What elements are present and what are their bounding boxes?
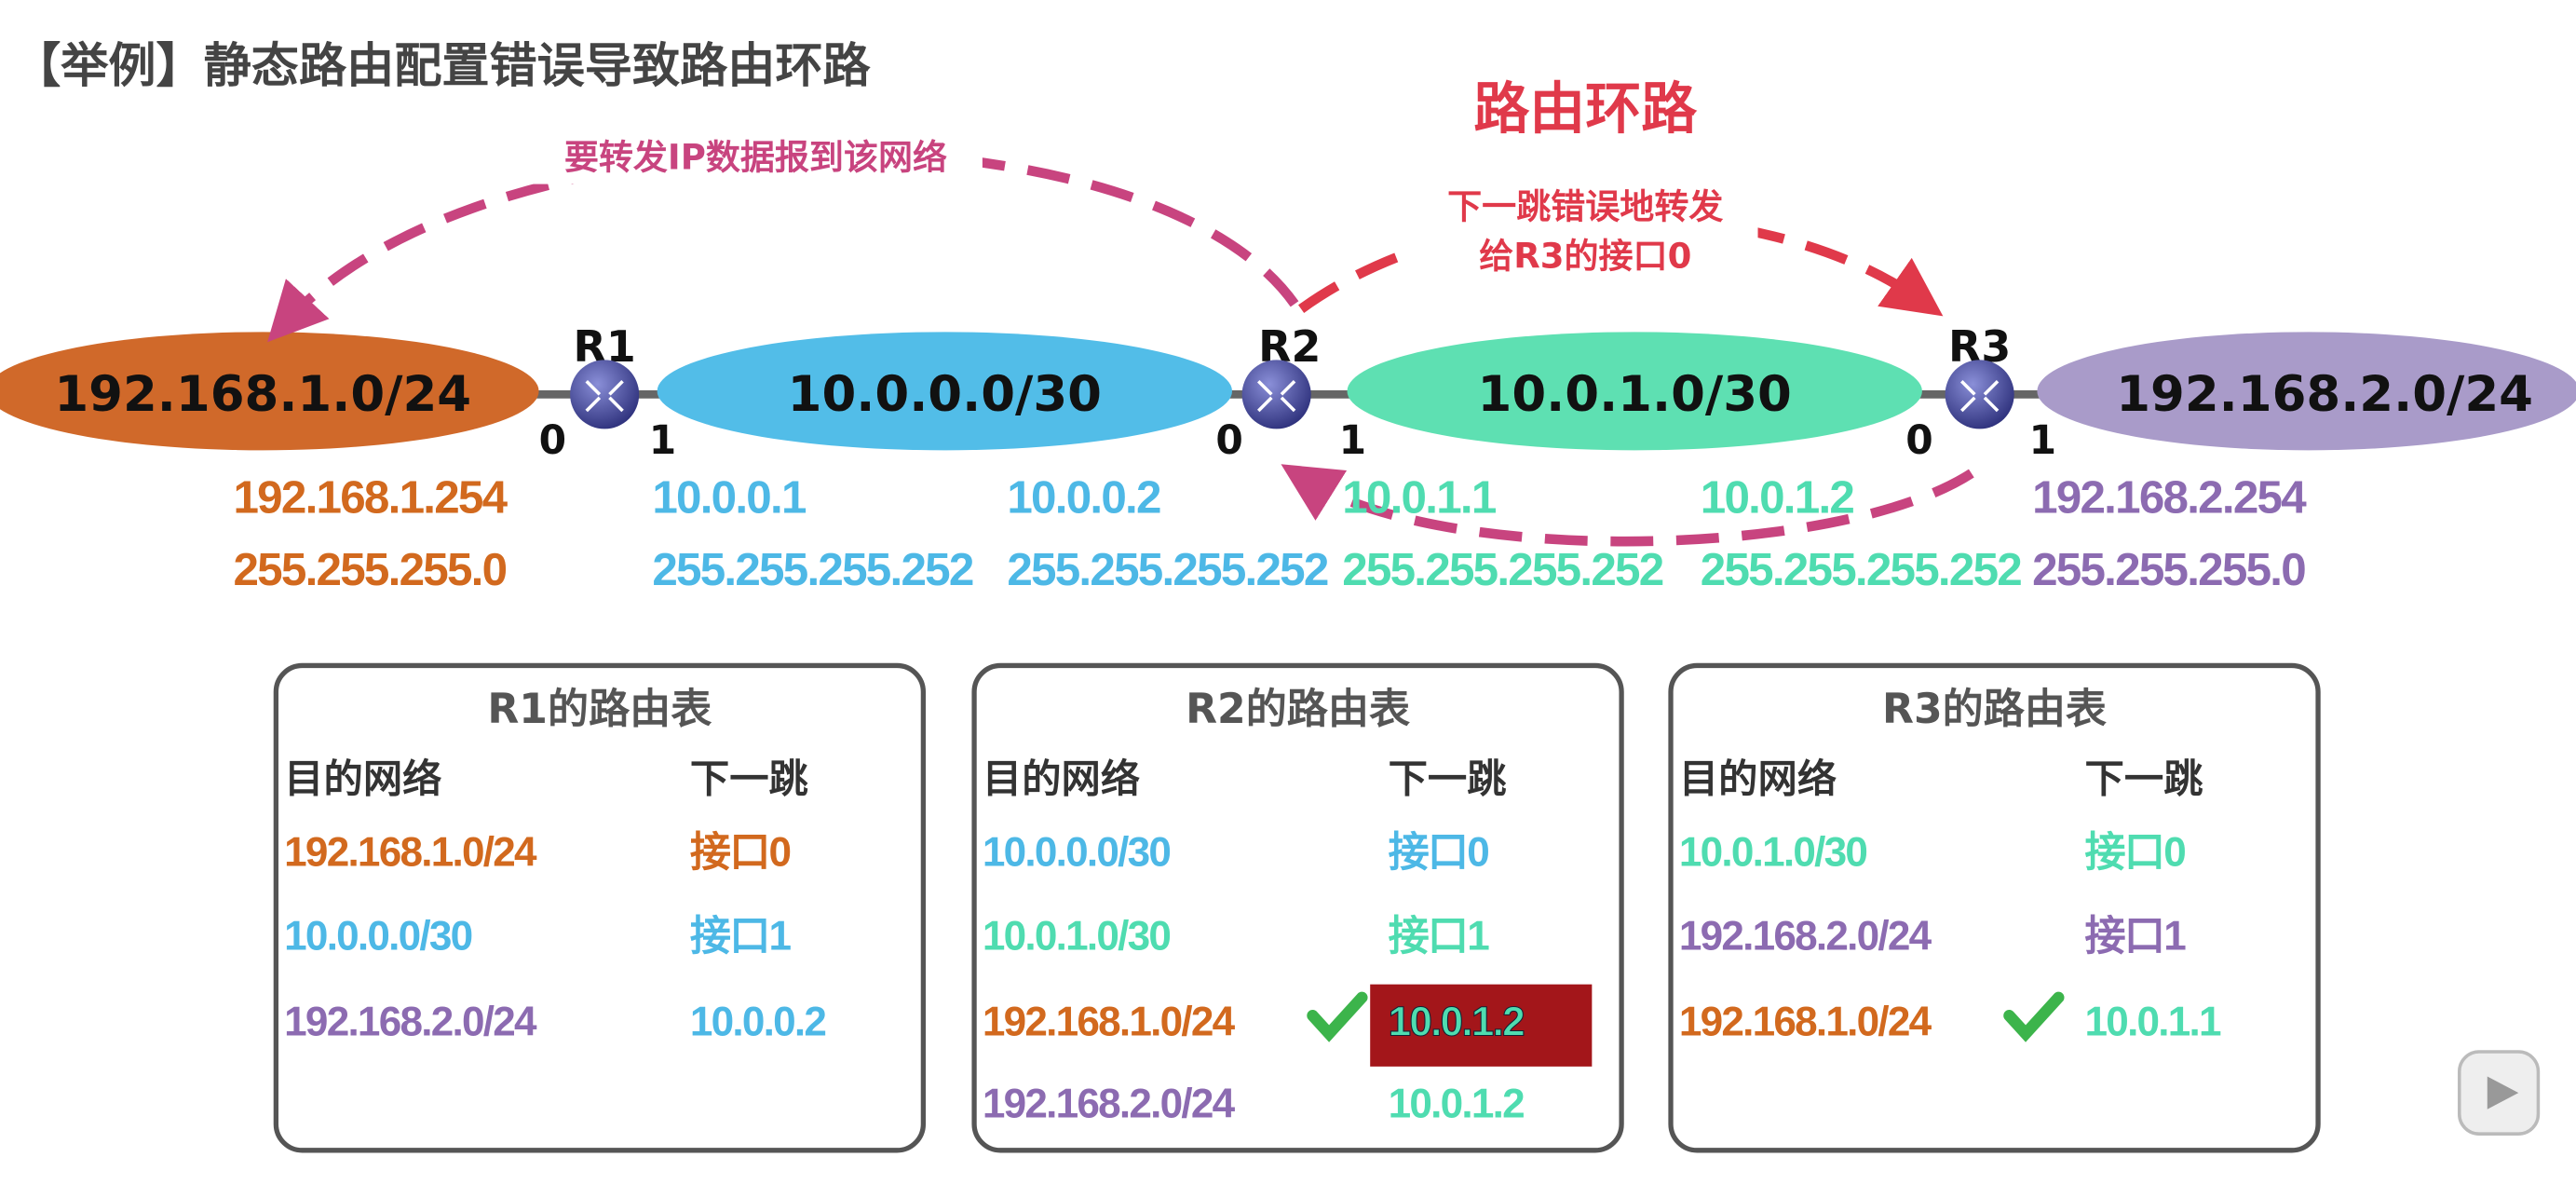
dest-cell: 10.0.0.0/30 — [284, 914, 471, 960]
table-box — [971, 662, 1624, 1153]
next-hop-cell: 10.0.1.1 — [2085, 999, 2221, 1044]
next-hop-cell: 接口0 — [1389, 830, 1489, 876]
interface-ip: 10.0.1.2 — [1701, 471, 1854, 523]
next-hop-cell: 接口1 — [690, 914, 792, 960]
col-next-header: 下一跳 — [2085, 756, 2203, 801]
network-10-0-1: 10.0.1.0/30 — [1347, 332, 1922, 451]
dest-cell: 10.0.1.0/30 — [983, 914, 1170, 960]
router-icon — [570, 360, 640, 429]
network-10-0-0: 10.0.0.0/30 — [657, 332, 1233, 451]
check-icon — [1307, 991, 1368, 1042]
svg-text:0: 0 — [1905, 417, 1932, 463]
interface-ip: 10.0.0.2 — [1007, 471, 1160, 523]
next-hop-cell: 接口1 — [2085, 914, 2187, 960]
col-next-header: 下一跳 — [1389, 756, 1507, 801]
svg-text:192.168.2.0/24: 192.168.2.0/24 — [2116, 366, 2533, 423]
svg-text:0: 0 — [1215, 417, 1242, 463]
dest-cell: 192.168.1.0/24 — [1679, 999, 1932, 1044]
dest-cell: 192.168.2.0/24 — [1679, 914, 1932, 960]
dest-cell: 192.168.2.0/24 — [284, 999, 537, 1044]
svg-text:10.0.1.0/30: 10.0.1.0/30 — [1478, 366, 1792, 423]
dest-cell: 192.168.1.0/24 — [983, 999, 1236, 1044]
check-icon — [2003, 991, 2065, 1042]
table-title: R3的路由表 — [1882, 686, 2107, 733]
interface-ip: 10.0.0.1 — [652, 471, 807, 523]
interface-mask: 255.255.255.252 — [652, 544, 973, 595]
router-icon — [1945, 360, 2014, 429]
svg-text:1: 1 — [1339, 417, 1366, 463]
col-dest-header: 目的网络 — [284, 756, 441, 801]
interface-mask: 255.255.255.0 — [233, 544, 506, 595]
svg-text:192.168.1.0/24: 192.168.1.0/24 — [54, 366, 471, 423]
loop-label: 路由环路 — [1473, 77, 1698, 143]
arrow-to-network — [267, 146, 1299, 343]
network-192-168-2: 192.168.2.0/24 — [2037, 332, 2576, 451]
arrow-top-label: 要转发IP数据报到该网络 — [564, 138, 947, 178]
svg-text:1: 1 — [649, 417, 676, 463]
next-hop-cell: 10.0.0.2 — [690, 999, 825, 1044]
dest-cell: 10.0.0.0/30 — [983, 830, 1170, 876]
video-play-button[interactable] — [2457, 1050, 2541, 1136]
table-title: R2的路由表 — [1186, 686, 1410, 733]
table-box — [1668, 662, 2321, 1153]
next-hop-cell: 接口0 — [2085, 830, 2186, 876]
router-r3[interactable]: R3 0 1 — [1905, 321, 2056, 463]
interface-mask: 255.255.255.252 — [1342, 544, 1663, 595]
table-box — [273, 662, 927, 1153]
play-icon — [2487, 1076, 2519, 1110]
svg-text:0: 0 — [539, 417, 566, 463]
wrong-forward-label-1: 下一跳错误地转发 — [1447, 187, 1723, 227]
col-next-header: 下一跳 — [690, 756, 808, 801]
svg-text:1: 1 — [2029, 417, 2056, 463]
highlight-box — [1370, 984, 1593, 1067]
dest-cell: 10.0.1.0/30 — [1679, 830, 1866, 876]
router-r2[interactable]: R2 0 1 — [1215, 321, 1366, 463]
svg-text:10.0.0.0/30: 10.0.0.0/30 — [788, 366, 1102, 423]
dest-cell: 192.168.2.0/24 — [983, 1082, 1236, 1127]
table-title: R1的路由表 — [487, 686, 712, 733]
interface-mask: 255.255.255.252 — [1701, 544, 2022, 595]
router-icon — [1241, 360, 1311, 429]
next-hop-cell: 接口0 — [690, 830, 791, 876]
dest-cell: 192.168.1.0/24 — [284, 830, 537, 876]
interface-ip: 192.168.2.254 — [2032, 471, 2307, 523]
next-hop-cell: 10.0.1.2 — [1389, 1082, 1524, 1127]
next-hop-cell: 接口1 — [1389, 914, 1490, 960]
interface-ip: 192.168.1.254 — [233, 471, 508, 523]
page-title: 【举例】静态路由配置错误导致路由环路 — [13, 39, 871, 94]
interface-mask: 255.255.255.0 — [2032, 544, 2305, 595]
interface-mask: 255.255.255.252 — [1007, 544, 1328, 595]
next-hop-cell: 10.0.1.2 — [1389, 999, 1524, 1044]
interface-addresses: 192.168.1.254 255.255.255.0 10.0.0.1 255.25… — [233, 471, 2309, 595]
arrow-back-to-r2 — [1281, 464, 1974, 547]
wrong-forward-label-2: 给R3的接口0 — [1479, 237, 1691, 277]
network-192-168-1: 192.168.1.0/24 — [0, 332, 539, 451]
interface-ip: 10.0.1.1 — [1342, 471, 1497, 523]
col-dest-header: 目的网络 — [1679, 756, 1837, 801]
col-dest-header: 目的网络 — [983, 756, 1140, 801]
router-r1[interactable]: R1 0 1 — [539, 321, 677, 463]
